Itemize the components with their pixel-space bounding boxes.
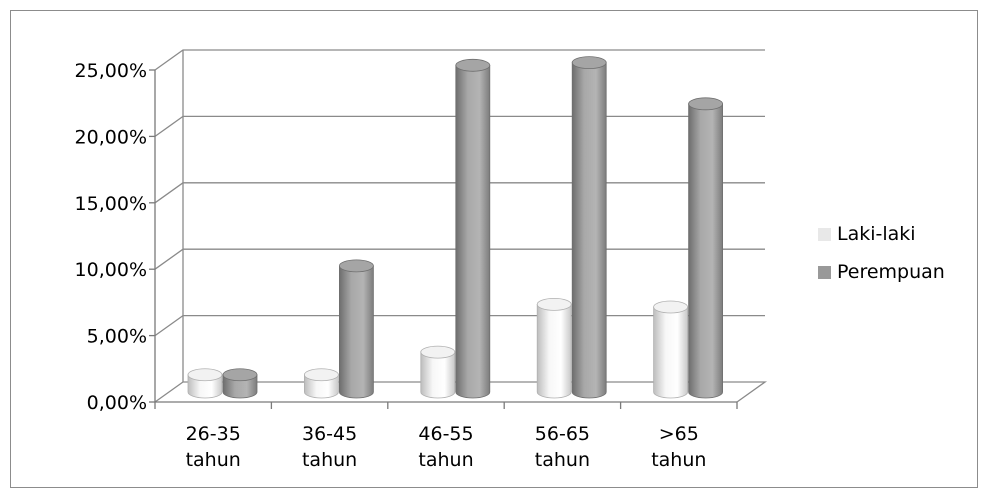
bar-body <box>688 103 723 399</box>
bar-top <box>420 345 456 359</box>
bar-body <box>187 374 223 399</box>
bar-laki-laki <box>653 300 688 399</box>
y-tick-label: 0,00% <box>87 392 147 414</box>
bar-body <box>455 64 491 399</box>
bar-laki-laki <box>303 368 339 399</box>
legend-item-laki-laki: Laki-laki <box>818 222 945 246</box>
legend-label-perempuan: Perempuan <box>837 261 945 283</box>
bar-top <box>571 56 607 70</box>
bar-body <box>339 265 374 399</box>
bar-body <box>420 351 456 399</box>
x-tick-label: tahun <box>418 449 473 471</box>
bar-body <box>571 62 607 399</box>
y-tick-label: 15,00% <box>75 193 147 215</box>
bar-perempuan <box>571 56 607 399</box>
bar-body <box>222 374 258 399</box>
gridline <box>154 248 765 270</box>
legend-label-laki-laki: Laki-laki <box>837 223 916 245</box>
x-tick-label: tahun <box>651 449 706 471</box>
bar-body <box>304 374 339 399</box>
y-tick-label: 10,00% <box>75 259 147 281</box>
x-tick-label: tahun <box>302 449 357 471</box>
bar-top <box>303 368 339 382</box>
bar-top <box>536 297 572 311</box>
bar-perempuan <box>222 368 258 399</box>
y-tick-label: 25,00% <box>75 60 147 82</box>
legend-swatch-laki-laki <box>818 227 831 241</box>
x-tick-label: 46-55 <box>418 423 473 445</box>
bar-laki-laki <box>420 345 456 399</box>
x-tick-label: 26-35 <box>186 423 241 445</box>
bar-perempuan <box>338 259 374 399</box>
legend-item-perempuan: Perempuan <box>818 260 945 284</box>
bar-top <box>187 368 223 382</box>
bar-perempuan <box>688 97 723 399</box>
x-tick-label: >65 <box>659 423 699 445</box>
y-tick-label: 20,00% <box>75 126 147 148</box>
x-tick-labels: 26-35 tahun 36-45 tahun 46-55 tahun 56-65 tahun… <box>186 423 707 471</box>
x-tick-label: tahun <box>186 449 241 471</box>
bar-perempuan <box>455 58 491 399</box>
x-tick-label: 36-45 <box>302 423 357 445</box>
gridline <box>154 49 765 71</box>
bar-body <box>536 303 572 399</box>
gridline <box>154 115 765 137</box>
axes <box>149 69 738 409</box>
legend: Laki-laki Perempuan <box>818 222 945 298</box>
y-tick-label: 5,00% <box>87 326 147 348</box>
gridline <box>154 182 765 204</box>
y-tick-labels: 0,00% 5,00% 10,00% 15,00% 20,00% 25,00% <box>75 60 147 414</box>
bar-top <box>688 97 723 111</box>
bar-top <box>653 300 688 314</box>
x-tick-label: tahun <box>535 449 590 471</box>
grid-lines <box>154 49 765 337</box>
bar-laki-laki <box>536 297 572 399</box>
bars <box>187 56 723 399</box>
bar-top <box>222 368 258 382</box>
bar-top <box>455 58 491 72</box>
bar-top <box>338 259 374 273</box>
bar-body <box>653 306 688 399</box>
bar-laki-laki <box>187 368 223 399</box>
legend-swatch-perempuan <box>818 265 831 279</box>
x-tick-label: 56-65 <box>535 423 590 445</box>
